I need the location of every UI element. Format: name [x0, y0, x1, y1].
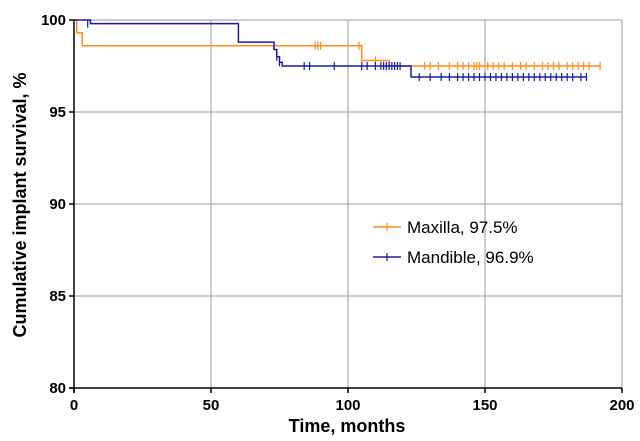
- legend-label-maxilla: Maxilla, 97.5%: [407, 218, 518, 237]
- x-tick-label: 0: [70, 397, 78, 414]
- x-tick-label: 50: [203, 397, 220, 414]
- x-axis-title: Time, months: [289, 416, 406, 436]
- x-tick-label: 100: [335, 397, 360, 414]
- y-tick-label: 100: [41, 12, 66, 29]
- x-tick-label: 200: [609, 397, 634, 414]
- legend-label-mandible: Mandible, 96.9%: [407, 248, 534, 267]
- legend: Maxilla, 97.5% Mandible, 96.9%: [373, 218, 534, 267]
- axis-ticks: 0 50 100 150 200 80 85 90 95 100: [41, 12, 635, 414]
- series-line-mandible: [74, 19, 587, 78]
- y-tick-label: 95: [49, 104, 66, 121]
- y-tick-label: 90: [49, 196, 66, 213]
- x-tick-label: 150: [472, 397, 497, 414]
- series-group: [74, 19, 601, 82]
- axes: [69, 20, 622, 393]
- y-tick-label: 85: [49, 288, 66, 305]
- gridlines: [74, 19, 623, 388]
- y-tick-label: 80: [49, 380, 66, 397]
- series-line-maxilla: [74, 19, 601, 67]
- y-axis-title: Cumulative implant survival, %: [10, 72, 30, 337]
